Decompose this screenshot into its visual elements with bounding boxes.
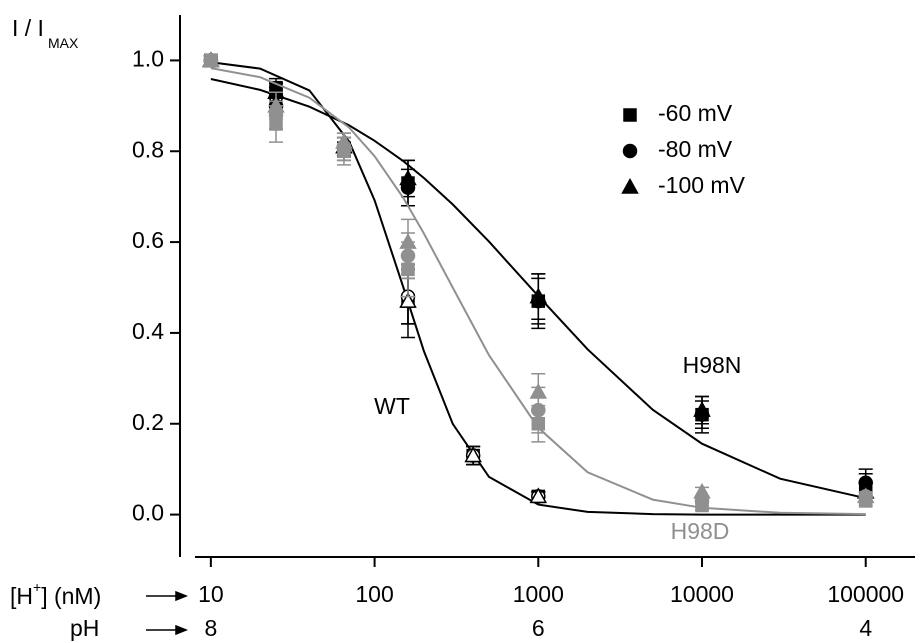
y-label-sub: MAX	[48, 35, 79, 51]
y-tick-label: 0.4	[132, 318, 164, 344]
marker-triangle	[693, 482, 711, 499]
marker-triangle	[529, 287, 548, 304]
fit-curve	[210, 67, 866, 516]
group	[202, 51, 875, 516]
marker-triangle	[529, 382, 548, 399]
arrows	[146, 590, 189, 636]
y-tick-label: 0.6	[132, 227, 164, 253]
legend-label: -60 mV	[658, 100, 733, 126]
marker-circle	[622, 143, 638, 159]
marker-triangle	[399, 292, 417, 308]
y-axis-label: I / IMAX	[12, 15, 79, 51]
marker-triangle	[267, 96, 285, 113]
y-tick-label: 0.2	[132, 409, 164, 435]
x-label-sup: +	[33, 579, 41, 595]
legend-label: -80 mV	[658, 136, 733, 162]
marker-triangle	[621, 177, 639, 194]
group-label: H98D	[671, 518, 730, 544]
group-label: WT	[374, 393, 410, 419]
marker-triangle	[399, 233, 417, 249]
marker-triangle	[464, 446, 482, 463]
x2-tick-label: 6	[532, 615, 545, 641]
y-label-main: I / I	[12, 15, 44, 41]
marker-square	[623, 108, 637, 122]
x2-tick-label: 4	[859, 615, 872, 641]
group	[202, 51, 866, 516]
y-tick-label: 0.0	[132, 500, 164, 526]
x-tick-label: 100000	[827, 581, 904, 607]
x-label-b: ] (nM)	[41, 583, 101, 609]
arrow-head	[175, 624, 189, 636]
x2-tick-label: 8	[204, 615, 217, 641]
arrow-head	[175, 590, 189, 602]
group-label: H98N	[683, 352, 742, 378]
y-tick-label: 1.0	[132, 45, 164, 71]
x-tick-label: 1000	[513, 581, 564, 607]
marker-triangle	[693, 401, 711, 417]
y-tick-label: 0.8	[132, 136, 164, 162]
x-axis-label: [H+] (nM)	[10, 579, 101, 609]
legend: -60 mV -80 mV -100 mV	[621, 100, 746, 198]
marker-triangle	[202, 51, 220, 68]
marker-triangle	[399, 169, 417, 186]
marker-triangle	[335, 133, 353, 149]
marker-triangle	[529, 487, 548, 504]
marker-triangle	[856, 487, 875, 504]
fit-curve	[210, 78, 866, 500]
legend-label: -100 mV	[658, 172, 746, 198]
x-tick-label: 10000	[670, 581, 734, 607]
x2-axis-label: pH	[70, 615, 99, 641]
x-tick-label: 10	[198, 581, 224, 607]
x-label-a: [H	[10, 583, 33, 609]
x-tick-label: 100	[355, 581, 393, 607]
